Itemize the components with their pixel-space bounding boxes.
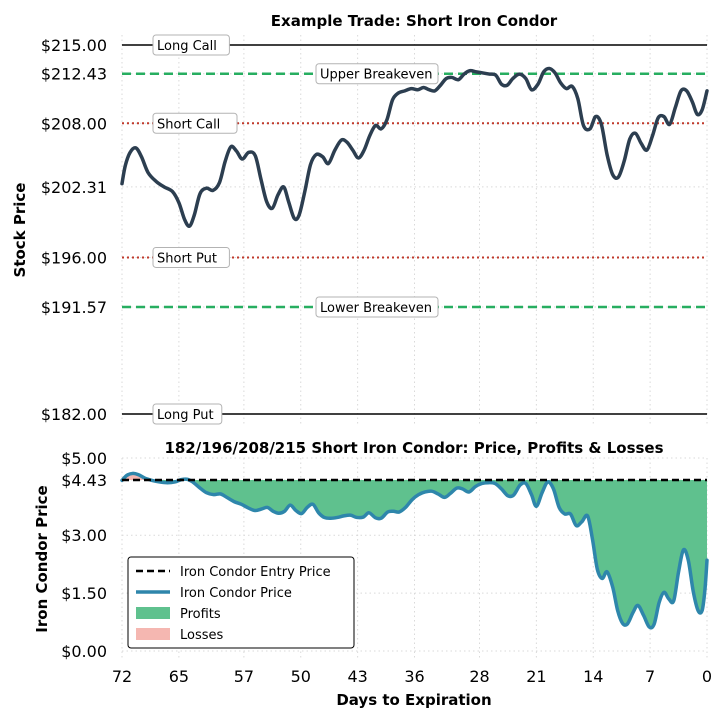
top-ytick-label-2: $208.00: [41, 114, 107, 133]
top-level-labels: Long Call Upper Breakeven Short Call Short …: [152, 34, 439, 425]
top-yticks: $215.00 $212.43 $208.00 $202.31 $196.00 $191.…: [41, 36, 107, 424]
bottom-yticks: $5.00 $4.43 $3.00 $1.50 $0.00: [61, 449, 107, 661]
profit-loss-fill: [122, 473, 707, 628]
stock-price-chart: Example Trade: Short Iron Condor Stock P…: [11, 12, 709, 425]
bottom-xtick-label-8: 14: [583, 667, 603, 686]
bottom-xtick-label-5: 36: [404, 667, 424, 686]
bottom-chart-ylabel: Iron Condor Price: [33, 485, 51, 632]
stock-price-line: [120, 66, 709, 228]
iron-condor-price-line: [120, 471, 709, 630]
bottom-xtick-label-3: 50: [291, 667, 311, 686]
level-label-box-1: [315, 63, 439, 85]
level-label-box-2: [152, 112, 238, 134]
bottom-xtick-label-1: 65: [169, 667, 189, 686]
legend-label-iron-condor-entry-price: Iron Condor Entry Price: [180, 565, 331, 580]
legend-box: [127, 556, 355, 649]
top-ytick-label-6: $182.00: [41, 405, 107, 424]
bottom-ytick-label-4: $0.00: [61, 642, 107, 661]
bottom-ytick-label-0: $5.00: [61, 449, 107, 468]
bottom-series: [120, 471, 709, 630]
level-label-short-put: Short Put: [157, 251, 217, 266]
top-ytick-label-3: $202.31: [41, 178, 107, 197]
bottom-xtick-label-6: 28: [469, 667, 489, 686]
bottom-xtick-label-10: 0: [702, 667, 712, 686]
top-ytick-label-0: $215.00: [41, 36, 107, 55]
level-label-box-3: [152, 246, 230, 268]
bottom-chart-title: 182/196/208/215 Short Iron Condor: Price…: [164, 439, 663, 457]
level-label-short-call: Short Call: [157, 117, 220, 132]
top-grid: [121, 35, 708, 424]
bottom-xtick-label-0: 72: [112, 667, 132, 686]
legend-swatch-losses: [136, 628, 170, 640]
legend-label-iron-condor-price: Iron Condor Price: [180, 586, 292, 601]
level-label-long-call: Long Call: [157, 39, 217, 54]
level-label-long-put: Long Put: [157, 408, 214, 423]
top-ytick-label-4: $196.00: [41, 248, 107, 267]
level-label-lower-breakeven: Lower Breakeven: [320, 301, 432, 316]
bottom-chart-xlabel: Days to Expiration: [336, 691, 491, 709]
legend: Iron Condor Entry Price Iron Condor Price…: [127, 556, 355, 649]
bottom-xtick-label-2: 57: [234, 667, 254, 686]
legend-swatch-profits: [136, 607, 170, 619]
top-ytick-label-5: $191.57: [41, 298, 107, 317]
legend-label-profits: Profits: [180, 607, 221, 622]
bottom-ytick-label-1: $4.43: [61, 471, 107, 490]
top-chart-title: Example Trade: Short Iron Condor: [271, 12, 558, 30]
top-chart-ylabel: Stock Price: [11, 183, 29, 278]
iron-condor-chart: 182/196/208/215 Short Iron Condor: Price…: [33, 439, 712, 709]
level-label-box-0: [152, 34, 230, 56]
profits-area: [122, 480, 707, 628]
level-label-box-4: [315, 296, 439, 318]
bottom-xtick-label-9: 7: [645, 667, 655, 686]
top-ytick-label-1: $212.43: [41, 65, 107, 84]
legend-label-losses: Losses: [180, 628, 224, 643]
level-label-box-5: [152, 403, 223, 425]
bottom-ytick-label-3: $1.50: [61, 584, 107, 603]
bottom-xticks: 72 65 57 50 43 36 28 21 14 7 0: [112, 667, 712, 686]
top-series: [120, 66, 709, 228]
bottom-xtick-label-4: 43: [347, 667, 367, 686]
level-label-upper-breakeven: Upper Breakeven: [320, 68, 432, 83]
bottom-ytick-label-2: $3.00: [61, 526, 107, 545]
bottom-xtick-label-7: 21: [526, 667, 546, 686]
